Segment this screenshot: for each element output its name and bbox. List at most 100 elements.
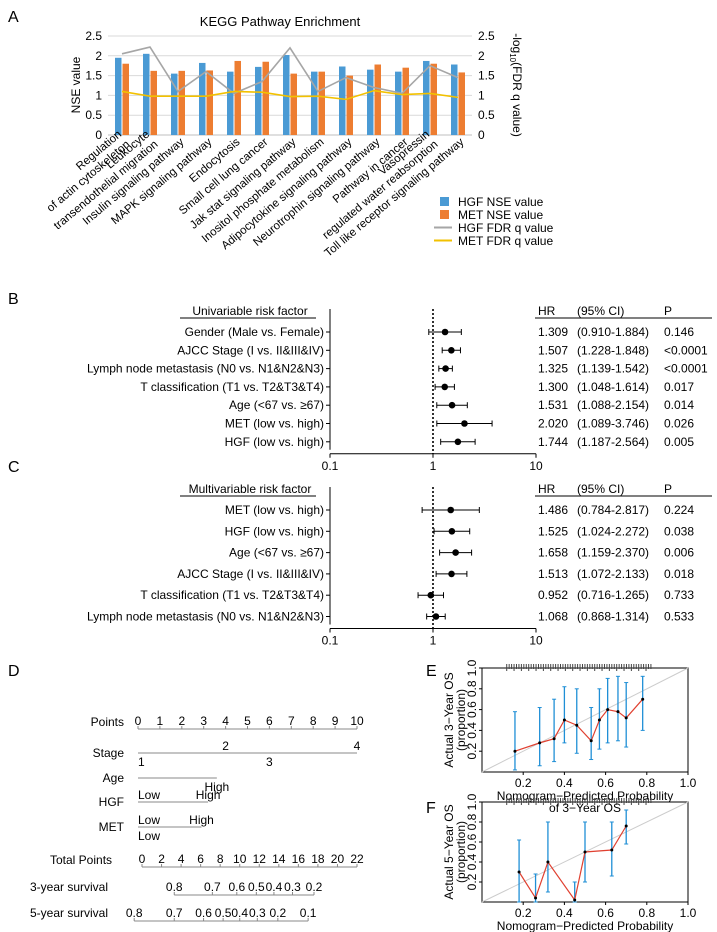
bar-met-nse	[206, 70, 213, 135]
ci-value: (1.159-2.370)	[577, 546, 649, 560]
calibration-plot-5-year: 0.2 0.4 0.6 0.8 1.0 0.2 0.4 0.6 0.8 1.0 Nomogram−P…	[442, 793, 697, 932]
y2-tick-label: 1.5	[478, 69, 495, 83]
header-hr: HR	[538, 482, 556, 496]
y-tick-label: 1.0	[465, 793, 479, 810]
bar-hgf-nse	[451, 64, 458, 135]
calibration-point	[616, 710, 620, 714]
row-label: AJCC Stage (I vs. II&III&IV)	[177, 567, 324, 581]
p-value: 0.026	[664, 417, 694, 431]
bar-hgf-nse	[283, 55, 290, 136]
calibration-point	[624, 824, 628, 828]
scale-tick-label: 9	[332, 714, 339, 728]
ci-value: (1.187-2.564)	[577, 435, 649, 449]
bar-met-nse	[458, 72, 465, 135]
hr-point	[441, 328, 449, 336]
scale-tick-label: 2	[158, 852, 165, 866]
header-p: P	[664, 304, 672, 318]
row-label: T classification (T1 vs. T2&T3&T4)	[140, 380, 324, 394]
calibration-point	[534, 896, 538, 900]
x-axis-label: of 3−Year OS	[549, 801, 621, 815]
calibration-point	[597, 718, 601, 722]
scale-tick-label: 0.5	[215, 906, 232, 920]
hr-point	[448, 401, 456, 409]
nomogram-row-label: HGF	[99, 795, 124, 809]
calibration-point	[575, 723, 579, 727]
covariate-level: High	[204, 780, 229, 794]
legend-label: MET NSE value	[458, 208, 543, 222]
hr-value: 1.744	[538, 435, 568, 449]
covariate-level: 4	[354, 739, 361, 753]
bar-met-nse	[234, 60, 241, 135]
x-tick-label: 0.1	[322, 459, 339, 473]
calibration-point	[562, 718, 566, 722]
y-tick-label: 0.6	[465, 833, 479, 850]
y-tick-label: 0.4	[465, 853, 479, 870]
p-value: <0.0001	[664, 362, 708, 376]
nomogram-row-label: Stage	[93, 746, 125, 760]
chart-a-title: KEGG Pathway Enrichment	[200, 14, 361, 29]
scale-tick-label: 0.6	[195, 906, 212, 920]
hr-value: 1.300	[538, 380, 568, 394]
bar-hgf-nse	[311, 71, 318, 135]
panel-label-f: F	[426, 800, 436, 817]
calibration-point	[573, 898, 577, 902]
hr-point	[461, 420, 468, 427]
scale-tick-label: 6	[266, 714, 273, 728]
bar-hgf-nse	[199, 62, 206, 135]
hr-point	[448, 528, 456, 535]
forest-plot-multivariable: Multivariable risk factor HR (95% CI) P 0.1 1…	[87, 482, 712, 648]
hr-point	[432, 613, 440, 620]
scale-tick-label: 0.7	[204, 880, 221, 894]
x-tick-label: 0.8	[638, 906, 655, 920]
y-axis-label: (proportion)	[454, 689, 468, 751]
y-tick-label: 0.5	[85, 108, 102, 122]
row-label: MET (low vs. high)	[225, 503, 324, 517]
y-axis-label: Actual 5−Year OS	[442, 804, 456, 899]
scale-tick-label: 2	[178, 714, 185, 728]
row-label: T classification (T1 vs. T2&T3&T4)	[140, 588, 324, 602]
y-tick-label: 1	[95, 88, 102, 102]
ci-value: (0.868-1.314)	[577, 610, 649, 624]
scale-tick-label: 10	[350, 714, 364, 728]
x-tick-label: 0.4	[556, 776, 573, 790]
y-axis-label: Actual 3−Year OS	[442, 672, 456, 767]
hr-point	[447, 506, 455, 514]
scale-tick-label: 8	[217, 852, 224, 866]
row-label: Gender (Male vs. Female)	[185, 325, 324, 339]
header-ci: (95% CI)	[577, 304, 624, 318]
hr-value: 1.068	[538, 610, 568, 624]
row-label: Lymph node metastasis (N0 vs. N1&N2&N3)	[87, 610, 324, 624]
y-tick-label: 0.2	[465, 873, 479, 890]
legend-label: HGF NSE value	[458, 195, 544, 209]
header-factor: Multivariable risk factor	[189, 482, 312, 496]
scale-tick-label: 0.2	[306, 880, 323, 894]
bar-met-nse	[262, 61, 269, 135]
legend-label: HGF FDR q value	[458, 221, 554, 235]
row-label: Age (<67 vs. ≥67)	[229, 546, 324, 560]
calibration-line	[514, 698, 644, 752]
p-value: 0.006	[664, 546, 694, 560]
nomogram-row-label: Age	[103, 771, 125, 785]
covariate-level: High	[189, 813, 214, 827]
bar-met-nse	[178, 70, 185, 135]
header-ci: (95% CI)	[577, 482, 624, 496]
scale-tick-label: 0.8	[166, 880, 183, 894]
calibration-point	[610, 848, 614, 852]
ci-value: (0.910-1.884)	[577, 325, 649, 339]
bar-met-nse	[346, 75, 353, 135]
scale-tick-label: 4	[178, 852, 185, 866]
p-value: 0.018	[664, 567, 694, 581]
legend-swatch	[440, 197, 449, 206]
panel-label-c: C	[8, 459, 20, 476]
scale-tick-label: 0.7	[166, 906, 183, 920]
scale-tick-label: 14	[272, 852, 286, 866]
calibration-point	[583, 850, 587, 854]
scale-tick-label: 0.3	[284, 880, 301, 894]
panel-label-b: B	[8, 291, 19, 308]
scale-tick-label: 8	[310, 714, 317, 728]
x-tick-label: 0.6	[597, 906, 614, 920]
covariate-level: Low	[138, 829, 160, 843]
scale-tick-label: 0.4	[231, 906, 248, 920]
y-axis-label: (proportion)	[454, 821, 468, 883]
calibration-point	[513, 749, 517, 753]
